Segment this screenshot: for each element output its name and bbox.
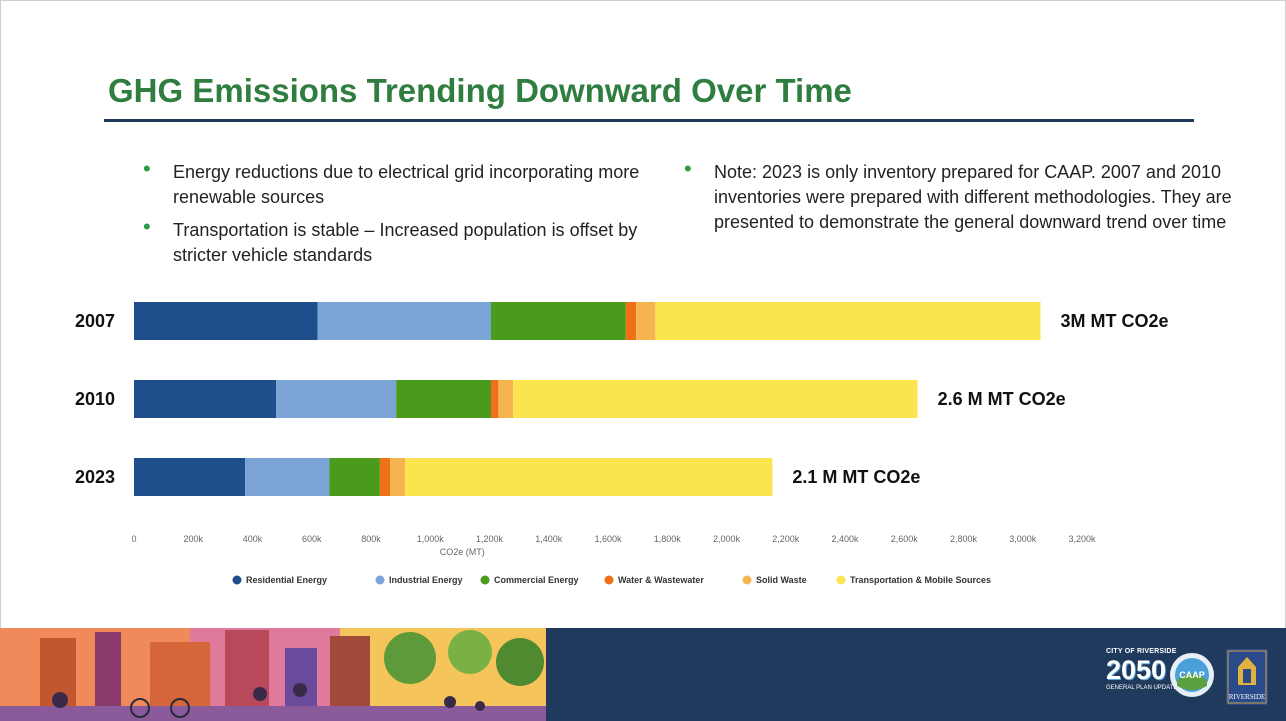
x-tick-label-13: 2,600k — [891, 534, 919, 544]
total-label-2023: 2.1 M MT CO2e — [792, 467, 920, 487]
x-tick-label-5: 1,000k — [417, 534, 445, 544]
legend-label-3: Water & Wastewater — [618, 575, 704, 585]
bar-segment-2023-5 — [405, 458, 773, 496]
caap-logo-text: CAAP — [1179, 670, 1205, 680]
x-tick-label-6: 1,200k — [476, 534, 504, 544]
emissions-stacked-bar-chart: 2007 3M MT CO2e 2010 2.6 M MT CO2e 2023 2.1 M… — [75, 302, 1169, 585]
category-label-2023: 2023 — [75, 467, 115, 487]
bullet-list-left: Energy reductions due to electrical grid… — [143, 156, 673, 276]
x-tick-label-8: 1,600k — [594, 534, 622, 544]
x-tick-label-9: 1,800k — [654, 534, 682, 544]
legend-label-0: Residential Energy — [246, 575, 327, 585]
x-tick-label-0: 0 — [131, 534, 136, 544]
x-tick-label-11: 2,200k — [772, 534, 800, 544]
legend-marker-5 — [836, 575, 846, 585]
bullet-list-right: Note: 2023 is only inventory prepared fo… — [684, 156, 1234, 243]
bar-segment-2007-0 — [134, 302, 318, 340]
x-tick-label-2: 400k — [243, 534, 263, 544]
legend-label-4: Solid Waste — [756, 575, 807, 585]
total-label-2007: 3M MT CO2e — [1061, 311, 1169, 331]
x-axis-title: CO2e (MT) — [440, 547, 485, 557]
legend-label-5: Transportation & Mobile Sources — [850, 575, 991, 585]
bar-segment-2007-1 — [317, 302, 491, 340]
bar-segment-2023-2 — [329, 458, 380, 496]
category-label-2010: 2010 — [75, 389, 115, 409]
city-seal-text: RIVERSIDE — [1229, 693, 1266, 701]
bar-segment-2010-1 — [276, 380, 397, 418]
bar-segment-2007-2 — [490, 302, 626, 340]
title-underline — [104, 119, 1194, 122]
x-tick-label-4: 800k — [361, 534, 381, 544]
bar-segment-2023-0 — [134, 458, 246, 496]
legend-marker-2 — [480, 575, 490, 585]
bar-segment-2023-4 — [390, 458, 406, 496]
bar-segment-2010-3 — [490, 380, 499, 418]
legend-marker-4 — [742, 575, 752, 585]
total-label-2010: 2.6 M MT CO2e — [938, 389, 1066, 409]
bar-segment-2023-1 — [245, 458, 330, 496]
bullet-energy-reductions: Energy reductions due to electrical grid… — [143, 156, 673, 210]
city-of-riverside-seal: RIVERSIDE — [1226, 649, 1268, 705]
legend-marker-1 — [375, 575, 385, 585]
x-tick-label-3: 600k — [302, 534, 322, 544]
legend-marker-0 — [232, 575, 242, 585]
bar-segment-2010-2 — [396, 380, 491, 418]
bar-segment-2010-0 — [134, 380, 277, 418]
bar-segment-2007-3 — [625, 302, 637, 340]
x-tick-label-15: 3,000k — [1009, 534, 1037, 544]
riverside-2050-logo: CITY OF RIVERSIDE 2050 GENERAL PLAN UPDA… — [1106, 647, 1178, 703]
category-label-2007: 2007 — [75, 311, 115, 331]
bar-segment-2007-4 — [636, 302, 656, 340]
bar-segment-2010-4 — [498, 380, 514, 418]
riverside-logo-line3: GENERAL PLAN UPDATE — [1106, 685, 1178, 691]
legend-label-1: Industrial Energy — [389, 575, 463, 585]
x-tick-label-7: 1,400k — [535, 534, 563, 544]
community-illustration — [0, 628, 546, 721]
slide-title: GHG Emissions Trending Downward Over Tim… — [108, 72, 852, 109]
x-tick-label-10: 2,000k — [713, 534, 741, 544]
x-tick-label-14: 2,800k — [950, 534, 978, 544]
bullet-inventory-note: Note: 2023 is only inventory prepared fo… — [684, 156, 1234, 235]
caap-logo: CAAP — [1170, 653, 1214, 697]
x-tick-label-1: 200k — [183, 534, 203, 544]
legend-marker-3 — [604, 575, 614, 585]
riverside-logo-year: 2050 — [1106, 655, 1167, 685]
x-tick-label-16: 3,200k — [1068, 534, 1096, 544]
x-tick-label-12: 2,400k — [831, 534, 859, 544]
bar-segment-2023-3 — [379, 458, 391, 496]
bar-segment-2007-5 — [655, 302, 1041, 340]
bar-segment-2010-5 — [513, 380, 918, 418]
bullet-transportation-stable: Transportation is stable – Increased pop… — [143, 214, 673, 268]
legend-label-2: Commercial Energy — [494, 575, 579, 585]
riverside-logo-line1: CITY OF RIVERSIDE — [1106, 648, 1177, 655]
